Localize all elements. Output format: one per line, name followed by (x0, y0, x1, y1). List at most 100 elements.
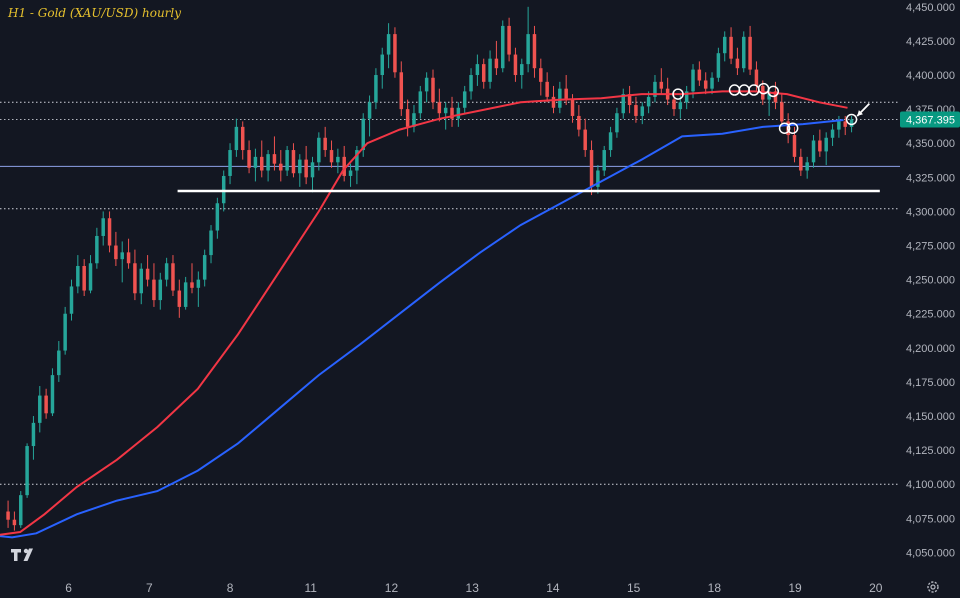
candle-body (627, 94, 632, 106)
candle-body (63, 313, 67, 351)
time-tick-label: 15 (627, 581, 641, 595)
candle-body (88, 263, 93, 291)
candle-body (716, 53, 721, 78)
candle-body (101, 218, 105, 236)
candle-body (374, 75, 378, 103)
candle-body (183, 282, 188, 307)
candle-body (767, 91, 771, 100)
candle-body (190, 282, 194, 288)
horizontal-levels (0, 101, 900, 485)
candle-body (570, 99, 575, 116)
candle-body (25, 446, 29, 496)
price-tick-label: 4,325.000 (906, 172, 955, 184)
candle-body (431, 77, 435, 103)
time-tick-label: 7 (146, 581, 153, 595)
price-axis: 4,450.0004,425.0004,400.0004,375.0004,35… (906, 2, 955, 560)
candle-body (443, 107, 448, 114)
candle-body (158, 279, 163, 301)
candle-body (672, 99, 676, 110)
candle-body (336, 156, 340, 163)
candle-body (830, 129, 835, 138)
candle-body (520, 64, 524, 76)
fast-moving-average-line (0, 90, 848, 536)
candle-body (545, 81, 549, 97)
candle-body (849, 119, 854, 127)
candle-body (323, 137, 327, 151)
candle-body (634, 105, 638, 116)
candle-body (589, 150, 594, 187)
candle-body (196, 279, 201, 288)
candle-body (488, 58, 492, 82)
candle-body (120, 252, 124, 260)
candle-body (107, 218, 112, 246)
time-tick-label: 20 (869, 581, 883, 595)
candle-body (367, 102, 372, 119)
candle-body (722, 36, 727, 54)
candle-body (177, 290, 182, 307)
candle-body (126, 252, 131, 264)
settings-gear-icon[interactable] (927, 581, 939, 593)
candle-body (145, 268, 150, 280)
candle-body (393, 34, 397, 73)
time-tick-label: 12 (385, 581, 399, 595)
candle-body (202, 255, 207, 280)
touch-circle (786, 122, 799, 134)
time-tick-label: 18 (708, 581, 722, 595)
candle-body (462, 91, 467, 108)
candle-body (19, 495, 23, 526)
candle-body (82, 265, 86, 291)
candle-body (678, 102, 683, 110)
candle-body (405, 109, 410, 127)
candle-body (526, 34, 530, 65)
candle-body (792, 135, 797, 157)
candle-body (272, 154, 277, 164)
price-tick-label: 4,125.000 (906, 445, 955, 457)
candle-body (818, 140, 822, 152)
candle-body (646, 96, 651, 107)
candle-body (209, 230, 213, 256)
candle-body (260, 156, 264, 171)
candle-body (298, 159, 302, 174)
price-tick-label: 4,275.000 (906, 241, 955, 253)
candle-body (418, 91, 423, 114)
candle-body (805, 162, 809, 171)
candle-body (355, 150, 359, 171)
candle-body (513, 54, 518, 76)
price-tick-label: 4,150.000 (906, 411, 955, 423)
candle-body (615, 113, 619, 133)
candle-body (44, 395, 48, 414)
candle-body (399, 72, 404, 110)
candle-body (456, 107, 461, 119)
touch-circle (767, 85, 780, 98)
candle-body (748, 36, 752, 70)
candle-body (640, 106, 645, 116)
time-tick-label: 19 (788, 581, 802, 595)
touch-circle (672, 88, 684, 100)
price-tick-label: 4,450.000 (906, 2, 955, 14)
chart-title: H1 - Gold (XAU/USD) hourly (7, 6, 181, 20)
candle-body (380, 54, 384, 76)
candle-body (412, 113, 416, 127)
candle-body (266, 154, 270, 171)
candle-body (780, 102, 784, 122)
candle-body (754, 69, 759, 86)
price-tick-label: 4,175.000 (906, 377, 955, 389)
candle-body (12, 519, 17, 526)
price-tick-label: 4,400.000 (906, 70, 955, 82)
time-axis: 6 7 8 11 12 13 14 15 18 19 20 (65, 581, 883, 595)
time-tick-label: 14 (546, 581, 560, 595)
candle-body (773, 91, 778, 103)
candle-body (564, 88, 568, 100)
candle-body (50, 375, 55, 414)
candle-body (310, 162, 315, 178)
price-tick-label: 4,075.000 (906, 513, 955, 525)
candle-body (799, 156, 803, 171)
price-tick-label: 4,225.000 (906, 309, 955, 321)
touch-circle (778, 122, 791, 134)
tradingview-logo (11, 548, 33, 561)
candle-body (279, 163, 283, 171)
candle-body (742, 36, 746, 69)
candle-body (38, 395, 42, 423)
